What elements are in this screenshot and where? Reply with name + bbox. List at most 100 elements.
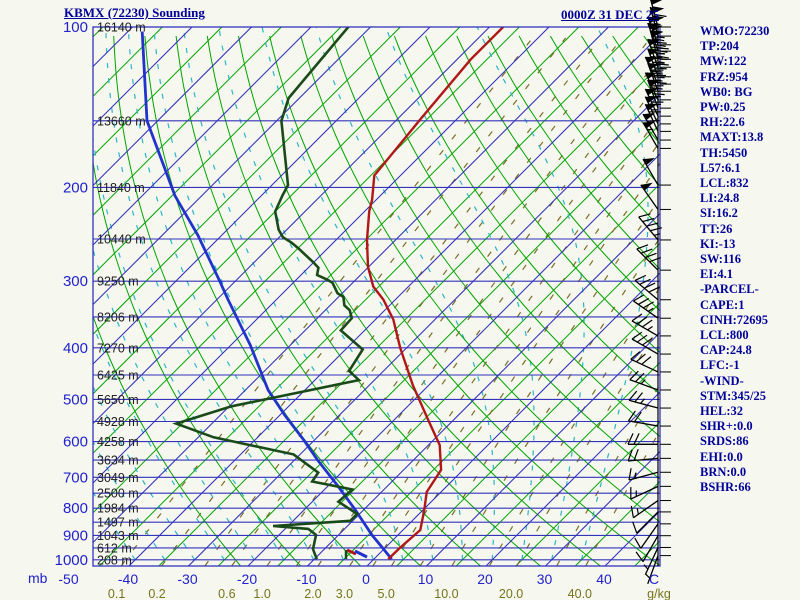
isotherm-major [93,27,431,365]
isotherm-major [485,391,660,566]
isotherm-minor [93,27,520,454]
mixing-ratio-line [390,162,660,566]
stat-line: CAPE:1 [700,297,745,312]
height-label: 9250 m [97,275,139,289]
stat-line: -WIND- [700,373,744,388]
moist-adiabat [93,134,285,561]
mixing-ratio-line [295,55,660,566]
wind-barb [634,523,659,549]
stat-line: SI:16.2 [700,206,738,221]
isotherm-minor [93,27,342,276]
moist-adiabat [476,27,585,560]
isotherm-major [93,27,193,127]
moist-adiabat [385,27,535,560]
mixing-ratio-label: 0.1 [108,587,125,600]
wind-barb [630,485,659,500]
mixing-ratio-line [419,197,660,566]
temperature-profile [365,27,505,560]
stat-line: LCL:832 [700,176,749,191]
stat-line: LCL:800 [700,328,749,343]
dry-adiabat [518,35,660,229]
mixing-ratio-label: 0.6 [218,587,235,600]
dry-adiabat [362,35,660,438]
height-label: 5650 m [97,393,139,407]
mixing-ratio-line [451,236,660,566]
isotherm-major [93,27,312,246]
isotherm-minor [93,27,401,335]
isotherm-minor [93,27,282,216]
mixing-ratio-line [349,113,660,566]
stat-line: WB0: BG [700,84,753,99]
dry-adiabat [113,35,361,566]
stat-line: MW:122 [700,54,747,69]
pressure-unit-label: mb [28,570,48,586]
moist-adiabat [315,27,496,560]
wind-barb [642,121,659,149]
wind-barb [629,370,659,391]
stat-line: TT:26 [700,221,733,236]
temp-tick-label: -10 [296,571,316,587]
isotherm-major [93,27,550,484]
isotherm-major [93,27,252,187]
moist-adiabat [182,27,404,560]
height-label: 1497 m [97,516,139,530]
height-label: 4928 m [97,415,139,429]
pressure-tick-label: 200 [63,179,88,196]
temp-tick-label: 10 [418,571,434,587]
height-label: 16140 m [97,21,146,35]
stat-line: RH:22.6 [700,115,745,130]
isotherm-minor [98,27,639,566]
mixing-ratio-label: 40.0 [568,587,592,600]
isotherm-minor [336,242,660,566]
stat-line: BRN:0.0 [700,464,747,479]
isotherm-major [93,27,371,306]
page-title: KBMX (72230) Sounding [64,5,205,20]
mixing-ratio-line [231,37,623,566]
height-label: 3634 m [97,454,139,468]
wind-barb [630,500,659,519]
isotherm-minor [396,302,660,566]
wind-barb [633,294,659,319]
wind-barb [642,158,659,186]
stat-line: LFC:-1 [700,358,740,373]
dry-adiabat [393,35,660,396]
isotherm-major [128,34,660,566]
pressure-tick-label: 900 [63,527,88,544]
pressure-tick-label: 400 [63,340,88,357]
mixing-ratio-line [317,78,660,566]
isotherm-minor [455,361,660,566]
stat-line: SW:116 [700,252,741,267]
plot-border [92,26,661,567]
stat-line: EHI:0.0 [700,449,743,464]
dry-adiabat [425,35,660,354]
surface-marker-red [346,548,357,556]
isotherm-major [93,27,490,425]
isotherm-major [93,27,609,544]
stat-line: CAP:24.8 [700,343,752,358]
wind-barb [628,468,659,481]
pressure-tick-label: 800 [63,500,88,517]
pressure-tick-label: 100 [63,19,88,36]
wind-barb [644,96,661,125]
isotherm-major [307,212,660,566]
height-label: 7270 m [97,341,139,355]
stat-line: TH:5450 [700,145,748,160]
wind-barb [635,535,659,563]
height-label: 13660 m [97,114,146,128]
temp-tick-label: 20 [477,571,493,587]
temp-tick-label: -30 [177,571,197,587]
height-label: 208 m [97,553,132,567]
stat-line: FRZ:954 [700,69,748,84]
temp-tick-label: 0 [362,571,370,587]
stat-line: SHR+:0.0 [700,419,753,434]
pressure-tick-label: 600 [63,434,88,451]
isotherm-minor [93,27,580,514]
mixing-ratio-label: 3.0 [336,587,353,600]
mixing-ratio-line [488,285,660,566]
mixing-ratio-label: 20.0 [499,587,523,600]
wind-barb [643,547,659,575]
temp-tick-label: -20 [237,571,257,587]
stat-line: SRDS:86 [700,434,749,449]
wind-barb [630,351,659,373]
